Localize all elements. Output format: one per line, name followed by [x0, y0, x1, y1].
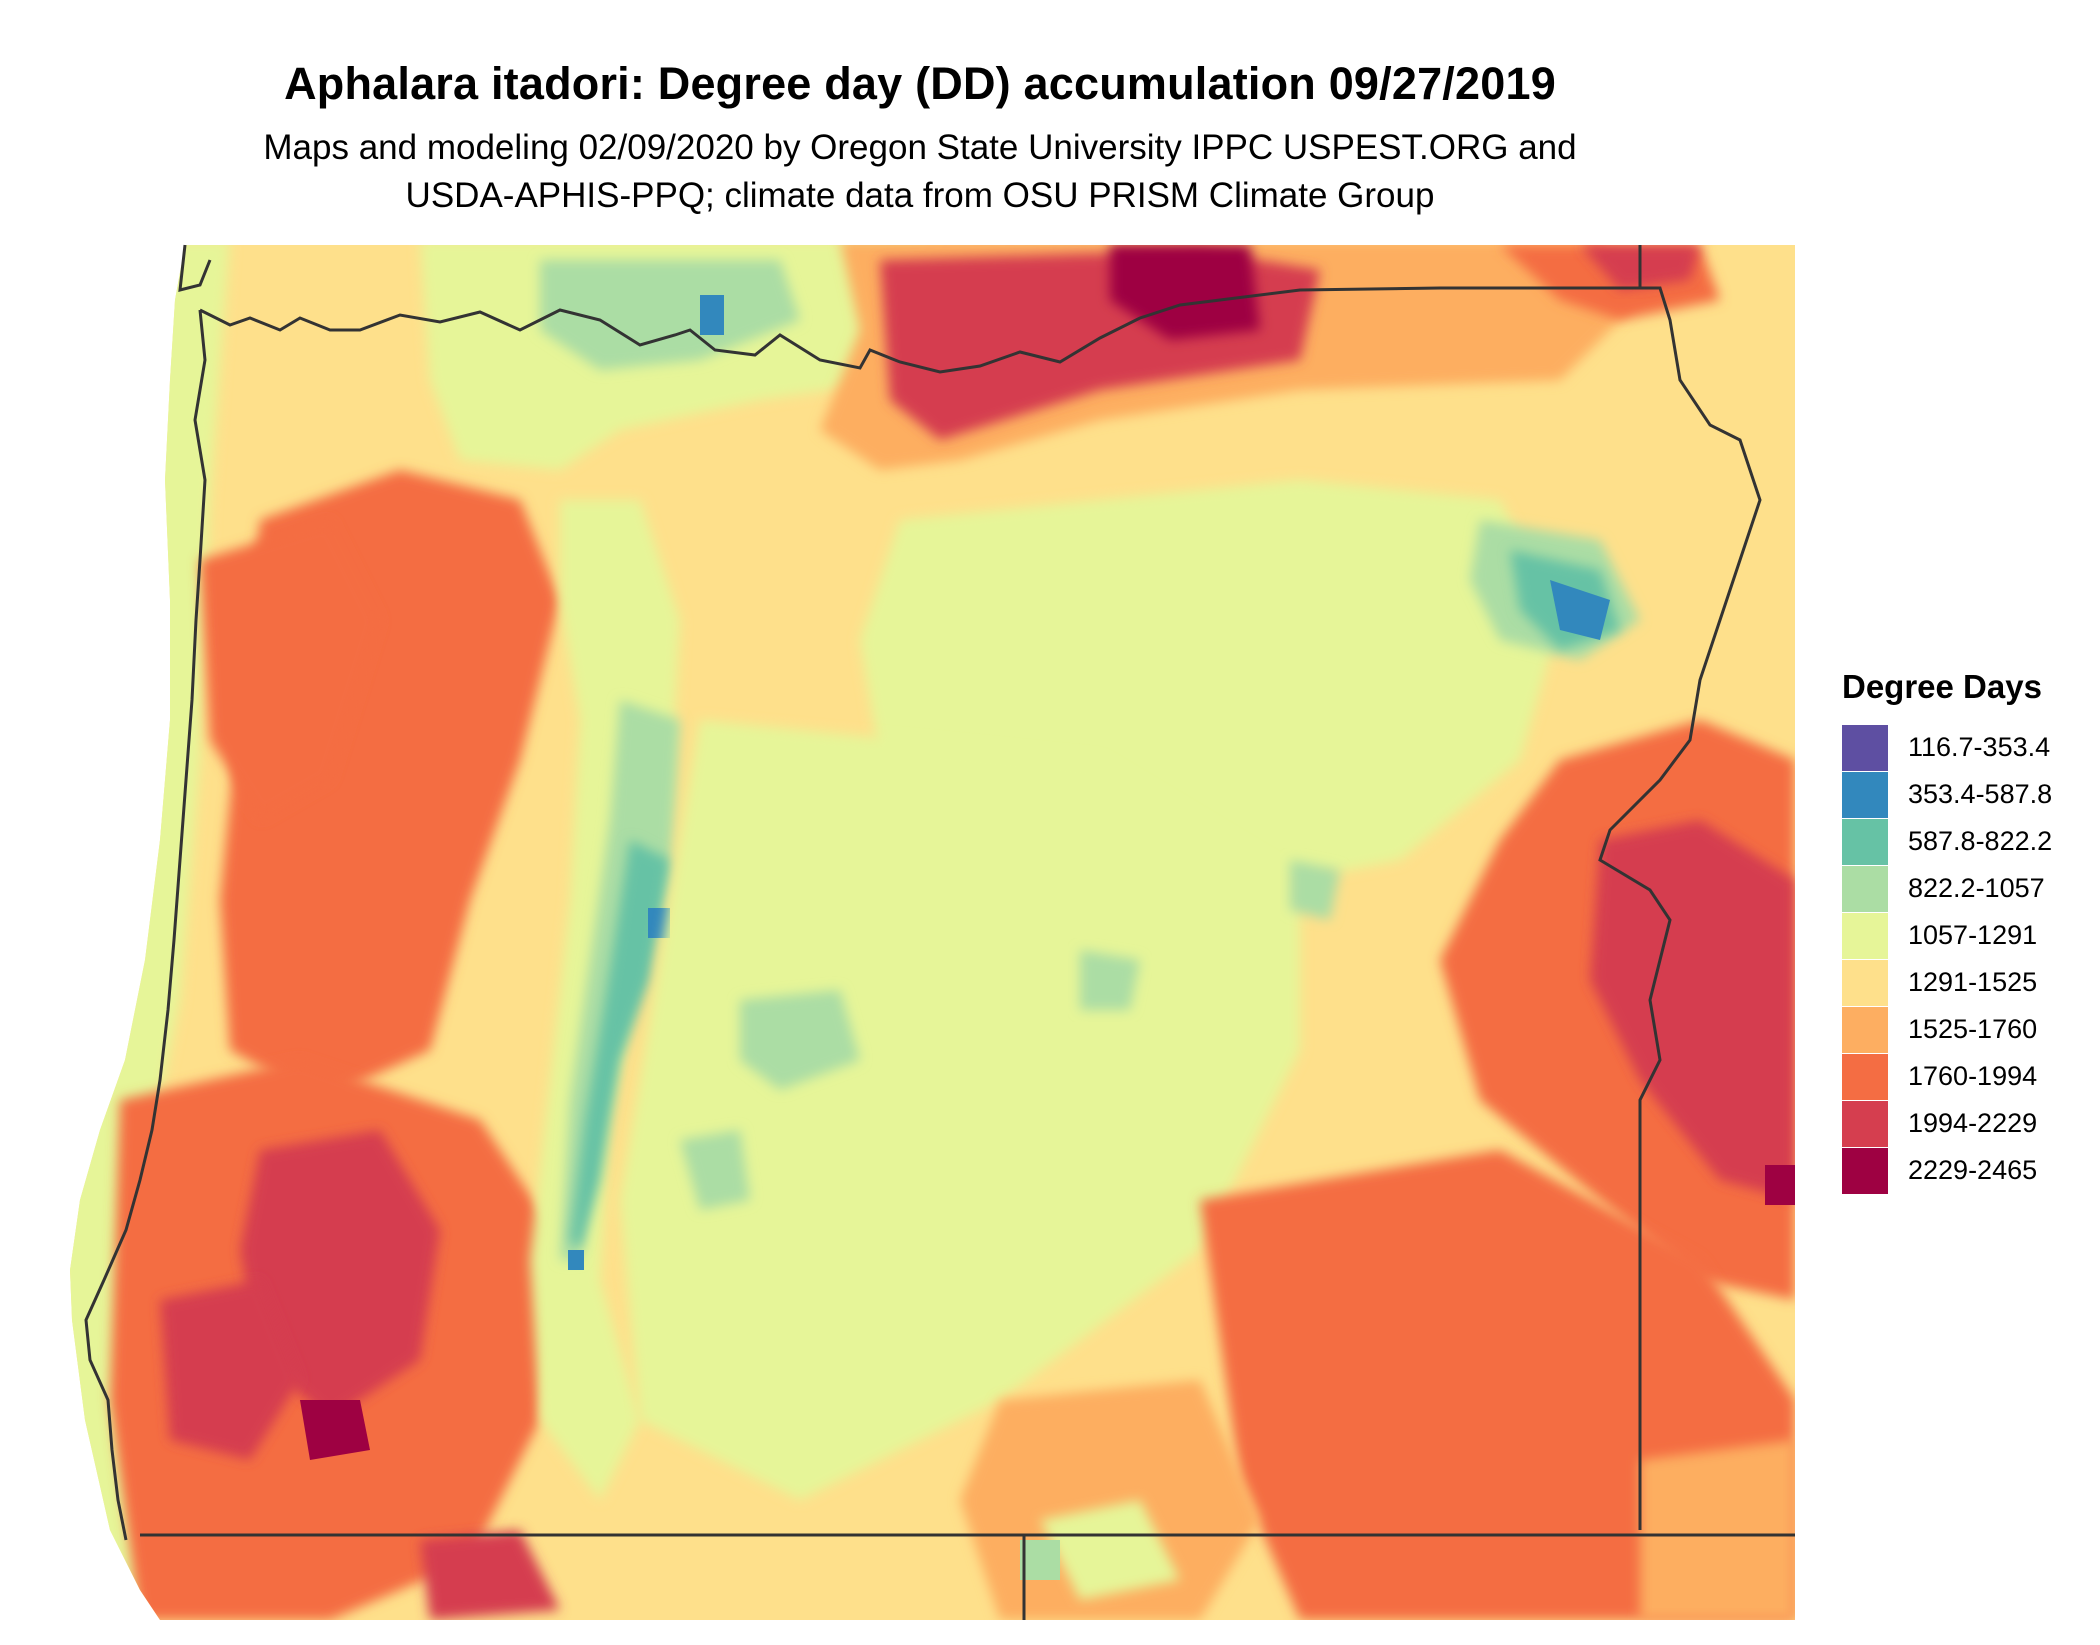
legend-item: 1291-1525: [1842, 959, 2092, 1006]
raster-southwest-b-1994-2229: [160, 1280, 300, 1460]
legend-item: 2229-2465: [1842, 1147, 2092, 1194]
legend-swatch: [1842, 818, 1888, 865]
legend-swatch: [1842, 1006, 1888, 1053]
legend-item: 116.7-353.4: [1842, 724, 2092, 771]
legend: Degree Days 116.7-353.4 353.4-587.8 587.…: [1842, 668, 2092, 1194]
raster-central-c-822-1057: [1080, 950, 1140, 1010]
degree-day-raster: [70, 245, 1795, 1620]
map-subtitle-line-1: Maps and modeling 02/09/2020 by Oregon S…: [263, 128, 1577, 167]
raster-central-plateau-1057-1291: [620, 720, 1300, 1500]
raster-central-b-822-1057: [680, 1130, 750, 1210]
raster-wallowa-353-587: [1550, 580, 1610, 640]
legend-item: 587.8-822.2: [1842, 818, 2092, 865]
raster-central-822-1057: [740, 990, 860, 1090]
raster-hotspot-2229-2465: [300, 1400, 370, 1460]
legend-swatch: [1842, 724, 1888, 771]
raster-snake-river-1994-2229: [1590, 820, 1795, 1200]
raster-coast-range-1760-1994: [200, 520, 380, 820]
legend-label: 1760-1994: [1908, 1061, 2038, 1091]
legend-label: 1525-1760: [1908, 1014, 2038, 1044]
legend-label: 1057-1291: [1908, 920, 2038, 950]
raster-washington-822-1057: [540, 260, 800, 370]
legend-label: 822.2-1057: [1908, 873, 2045, 903]
legend-swatch: [1842, 912, 1888, 959]
map-title: Aphalara itadori: Degree day (DD) accumu…: [284, 58, 1556, 109]
legend-swatch: [1842, 1100, 1888, 1147]
oregon-coastline: [84, 309, 207, 1541]
raster-washington-353-587: [700, 295, 724, 335]
legend-label: 353.4-587.8: [1908, 779, 2053, 809]
legend-label: 587.8-822.2: [1908, 826, 2053, 856]
legend-swatch: [1842, 1053, 1888, 1100]
oregon-washington-idaho-border: [199, 286, 1762, 1530]
legend-label: 1994-2229: [1908, 1108, 2038, 1138]
raster-southeast-1525-1760: [1640, 1440, 1795, 1620]
legend-item: 1760-1994: [1842, 1053, 2092, 1100]
legend-label: 116.7-353.4: [1908, 732, 2051, 762]
legend-swatch: [1842, 959, 1888, 1006]
legend-title: Degree Days: [1842, 668, 2042, 705]
raster-south-central-1057-1291: [1040, 1500, 1180, 1600]
state-boundaries: [84, 244, 1795, 1620]
legend-item: 1994-2229: [1842, 1100, 2092, 1147]
legend-item: 1057-1291: [1842, 912, 2092, 959]
raster-cascades-353-587: [648, 908, 670, 938]
puget-coastline: [178, 244, 212, 292]
raster-south-central-822-1057: [1020, 1540, 1060, 1580]
raster-rogue-1994-2229: [240, 1130, 440, 1420]
raster-central-d-822-1057: [1290, 860, 1340, 920]
legend-item: 353.4-587.8: [1842, 771, 2092, 818]
legend-item: 822.2-1057: [1842, 865, 2092, 912]
legend-label: 1291-1525: [1908, 967, 2038, 997]
raster-south-1994-2229: [420, 1530, 560, 1620]
legend-swatch: [1842, 1147, 1888, 1194]
map-subtitle-line-2: USDA-APHIS-PPQ; climate data from OSU PR…: [405, 176, 1435, 215]
legend-item: 1525-1760: [1842, 1006, 2092, 1053]
legend-label: 2229-2465: [1908, 1155, 2038, 1185]
legend-swatch: [1842, 865, 1888, 912]
raster-snake-river-2229-2465: [1765, 1165, 1795, 1205]
raster-cascades-b-353-587: [568, 1250, 584, 1270]
raster-cascades-587-822: [570, 840, 670, 1250]
legend-swatch: [1842, 771, 1888, 818]
